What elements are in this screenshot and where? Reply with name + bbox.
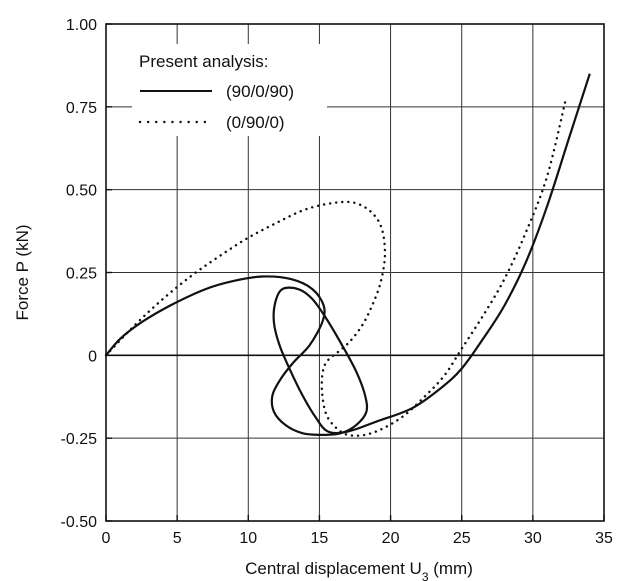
x-tick-label: 15 <box>311 530 329 547</box>
y-tick-label: 0.25 <box>66 266 97 283</box>
series-line-1 <box>105 73 591 436</box>
x-tick-label: 25 <box>453 530 471 547</box>
x-tick-label: 20 <box>382 530 400 547</box>
y-tick-label: 0 <box>88 348 97 365</box>
x-tick-label: 10 <box>239 530 257 547</box>
y-tick-label: -0.50 <box>61 514 98 531</box>
y-tick-label: 1.00 <box>66 17 97 34</box>
legend-label-series-2: (0/90/0) <box>226 113 285 132</box>
x-tick-label: 30 <box>524 530 542 547</box>
y-tick-label: 0.75 <box>66 100 97 117</box>
tick-layer: 0 5 10 15 20 25 30 35 -0.50 -0.25 0 0.25 0.50 0.75 1.0… <box>61 17 613 547</box>
x-tick-label: 0 <box>102 530 111 547</box>
y-tick-label: -0.25 <box>61 431 98 448</box>
x-tick-label: 5 <box>173 530 182 547</box>
legend-title: Present analysis: <box>139 52 268 71</box>
legend-label-series-1: (90/0/90) <box>226 82 294 101</box>
y-axis-label: Force P (kN) <box>13 224 32 320</box>
legend: Present analysis: (90/0/90) (0/90/0) <box>132 44 327 136</box>
y-tick-label: 0.50 <box>66 183 97 200</box>
series-layer <box>104 73 591 437</box>
x-axis-label-unit: (mm) <box>429 559 473 578</box>
x-tick-label: 35 <box>595 530 613 547</box>
x-axis-label-main: Central displacement U <box>245 559 422 578</box>
x-axis-label-subscript: 3 <box>422 570 429 581</box>
x-axis-label: Central displacement U3 (mm) <box>245 559 473 581</box>
series-line-2 <box>104 99 567 437</box>
